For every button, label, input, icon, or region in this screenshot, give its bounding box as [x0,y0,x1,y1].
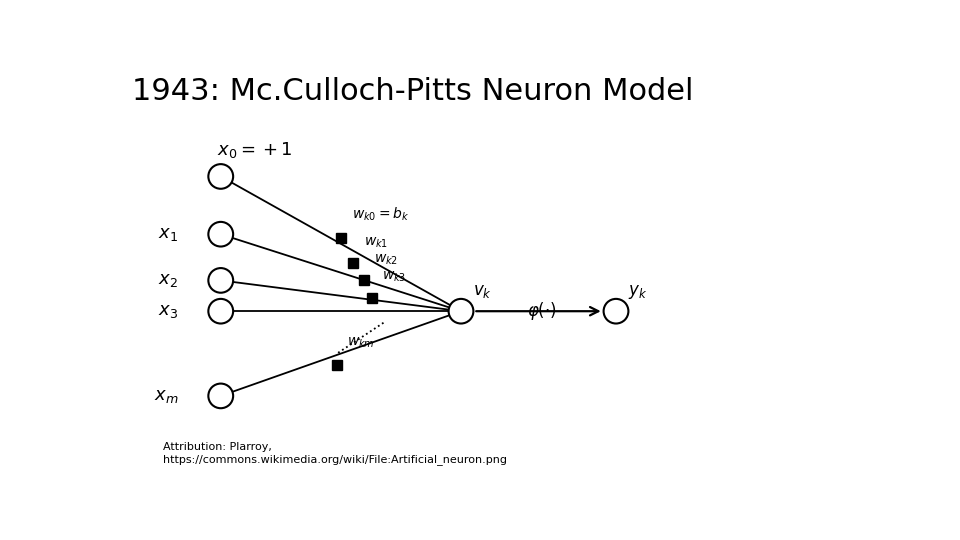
Text: $w_{k0} = b_k$: $w_{k0} = b_k$ [352,205,410,222]
Circle shape [208,164,233,189]
Text: $x_2$: $x_2$ [158,272,179,289]
Text: Attribution: Plarroy,
https://commons.wikimedia.org/wiki/File:Artificial_neuron.: Attribution: Plarroy, https://commons.wi… [162,442,507,464]
Text: $y_k$: $y_k$ [628,283,647,301]
Circle shape [448,299,473,323]
Text: $w_{k1}$: $w_{k1}$ [364,235,389,249]
Circle shape [604,299,629,323]
Circle shape [208,222,233,247]
Circle shape [208,299,233,323]
Text: $x_1$: $x_1$ [158,225,179,243]
Text: $w_{k3}$: $w_{k3}$ [382,270,406,284]
Text: $w_{k2}$: $w_{k2}$ [374,253,398,267]
Text: 1943: Mc.Culloch-Pitts Neuron Model: 1943: Mc.Culloch-Pitts Neuron Model [132,77,693,106]
Circle shape [208,268,233,293]
Text: $\varphi(\cdot)$: $\varphi(\cdot)$ [527,300,558,322]
Text: $x_3$: $x_3$ [158,302,179,320]
Circle shape [208,383,233,408]
Text: $x_0 = +1$: $x_0 = +1$ [217,139,293,159]
Text: $w_{km}$: $w_{km}$ [348,335,374,350]
Text: $v_k$: $v_k$ [472,284,492,300]
Text: $x_m$: $x_m$ [154,387,179,405]
